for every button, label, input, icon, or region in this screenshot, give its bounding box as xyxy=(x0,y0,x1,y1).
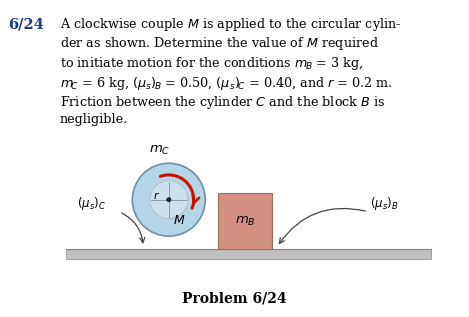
Text: 6/24: 6/24 xyxy=(8,17,44,31)
Text: Friction between the cylinder $\it{C}$ and the block $\it{B}$ is: Friction between the cylinder $\it{C}$ a… xyxy=(60,94,386,111)
Text: to initiate motion for the conditions $m_{\!B}$ = 3 kg,: to initiate motion for the conditions $m… xyxy=(60,55,363,72)
Text: $(\mu_s)_C$: $(\mu_s)_C$ xyxy=(77,195,106,212)
Circle shape xyxy=(150,181,188,219)
Bar xyxy=(218,193,272,249)
Text: $m_C$: $m_C$ xyxy=(149,144,170,157)
Text: A clockwise couple $\it{M}$ is applied to the circular cylin-: A clockwise couple $\it{M}$ is applied t… xyxy=(60,16,401,33)
Text: $M$: $M$ xyxy=(173,214,185,227)
Bar xyxy=(66,249,431,259)
Text: $m_{\!C}$ = 6 kg, $(\mu_s)_{\!B}$ = 0.50, $(\mu_s)_{\!C}$ = 0.40, and $\it{r}$ =: $m_{\!C}$ = 6 kg, $(\mu_s)_{\!B}$ = 0.50… xyxy=(60,74,393,92)
Text: $r$: $r$ xyxy=(153,190,160,201)
Text: $m_B$: $m_B$ xyxy=(234,215,256,228)
Text: $(\mu_s)_B$: $(\mu_s)_B$ xyxy=(370,195,399,212)
Text: negligible.: negligible. xyxy=(60,113,128,126)
Text: der as shown. Determine the value of $\it{M}$ required: der as shown. Determine the value of $\i… xyxy=(60,36,379,53)
Circle shape xyxy=(132,163,205,236)
Circle shape xyxy=(166,197,171,202)
Text: Problem 6/24: Problem 6/24 xyxy=(182,291,287,305)
